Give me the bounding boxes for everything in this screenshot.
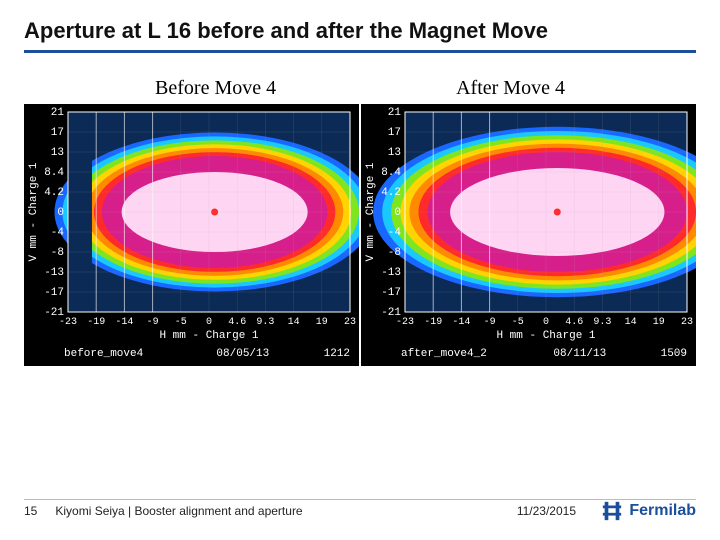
svg-text:-17: -17 [44,287,64,299]
svg-text:23: 23 [344,317,356,328]
title-rule [24,50,696,53]
footer: 15 Kiyomi Seiya | Booster alignment and … [24,500,696,522]
svg-text:17: 17 [51,127,64,139]
svg-text:9.3: 9.3 [593,317,611,328]
svg-text:0: 0 [543,317,549,328]
svg-text:0: 0 [57,207,64,219]
svg-text:14: 14 [288,317,300,328]
svg-text:8.4: 8.4 [44,167,64,179]
svg-text:V mm - Charge 1: V mm - Charge 1 [28,162,40,261]
slide: Aperture at L 16 before and after the Ma… [0,0,720,540]
svg-text:9.3: 9.3 [256,317,274,328]
svg-text:-9: -9 [147,317,159,328]
svg-text:1509: 1509 [661,348,687,360]
heatmap-svg: 2117138.44.20-4-8-13-17-21V mm - Charge … [24,104,359,366]
heatmap-panel-before: 2117138.44.20-4-8-13-17-21V mm - Charge … [24,104,359,366]
svg-text:17: 17 [388,127,401,139]
svg-text:-14: -14 [452,317,470,328]
subtitles-row: Before Move 4 After Move 4 [24,59,696,104]
svg-text:08/11/13: 08/11/13 [553,348,606,360]
svg-text:19: 19 [316,317,328,328]
svg-text:H mm - Charge 1: H mm - Charge 1 [159,330,258,342]
heatmap-svg: 2117138.44.20-4-8-13-17-21V mm - Charge … [361,104,696,366]
svg-text:21: 21 [388,107,402,119]
logo-text: Fermilab [629,502,696,520]
svg-text:0: 0 [394,207,401,219]
svg-text:13: 13 [51,147,64,159]
svg-text:4.6: 4.6 [565,317,583,328]
svg-text:8.4: 8.4 [381,167,401,179]
svg-text:19: 19 [653,317,665,328]
svg-text:08/05/13: 08/05/13 [216,348,269,360]
fermilab-logo: Fermilab [601,500,696,522]
svg-text:V mm - Charge 1: V mm - Charge 1 [365,162,377,261]
svg-text:H mm - Charge 1: H mm - Charge 1 [496,330,595,342]
svg-text:-17: -17 [381,287,401,299]
footer-date: 11/23/2015 [517,504,576,518]
heatmap-panel-after: 2117138.44.20-4-8-13-17-21V mm - Charge … [361,104,696,366]
svg-text:21: 21 [51,107,65,119]
footer-caption: Kiyomi Seiya | Booster alignment and ape… [55,504,302,518]
svg-text:14: 14 [625,317,637,328]
svg-text:4.6: 4.6 [228,317,246,328]
svg-text:-4: -4 [51,227,65,239]
svg-text:1212: 1212 [324,348,350,360]
svg-text:-5: -5 [175,317,187,328]
svg-text:4.2: 4.2 [381,187,401,199]
svg-text:-13: -13 [381,267,401,279]
subtitle-left: Before Move 4 [155,77,276,100]
footer-left: 15 Kiyomi Seiya | Booster alignment and … [24,504,303,518]
panels-row: 2117138.44.20-4-8-13-17-21V mm - Charge … [24,104,696,366]
svg-text:-23: -23 [396,317,414,328]
svg-text:-4: -4 [388,227,402,239]
page-title: Aperture at L 16 before and after the Ma… [24,18,696,44]
svg-text:0: 0 [206,317,212,328]
svg-text:-8: -8 [388,247,401,259]
svg-text:13: 13 [388,147,401,159]
svg-text:before_move4: before_move4 [64,348,144,360]
svg-text:-5: -5 [512,317,524,328]
svg-text:-13: -13 [44,267,64,279]
spiral-icon [601,500,623,522]
svg-text:4.2: 4.2 [44,187,64,199]
subtitle-right: After Move 4 [456,77,565,100]
svg-text:-9: -9 [484,317,496,328]
svg-text:-23: -23 [59,317,77,328]
svg-text:after_move4_2: after_move4_2 [401,348,487,360]
svg-text:-8: -8 [51,247,64,259]
page-number: 15 [24,504,37,518]
svg-text:-19: -19 [87,317,105,328]
svg-text:-14: -14 [115,317,133,328]
svg-text:23: 23 [681,317,693,328]
svg-text:-19: -19 [424,317,442,328]
